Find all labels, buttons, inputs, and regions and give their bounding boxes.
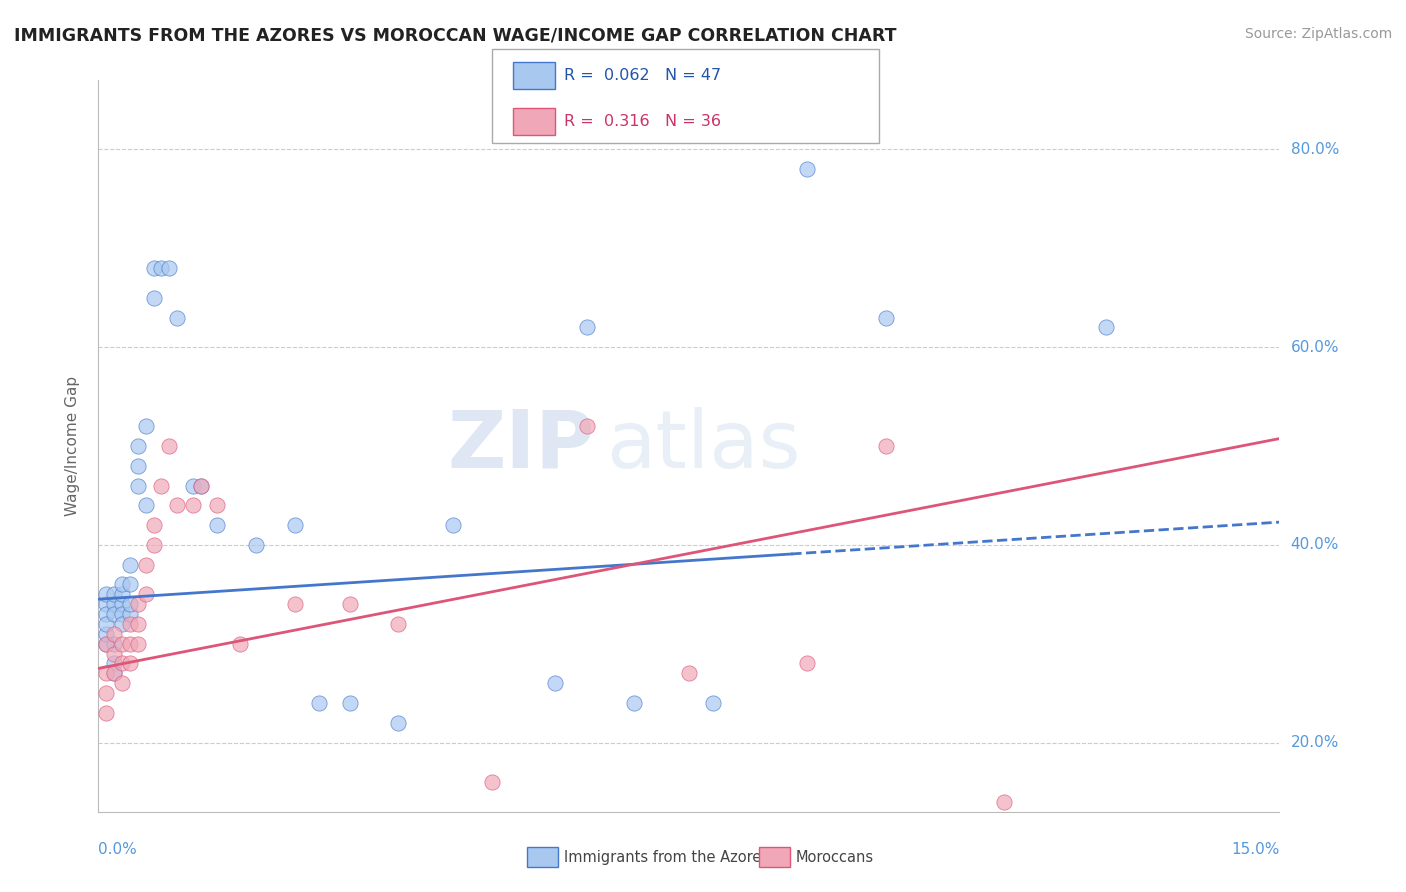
Text: atlas: atlas	[606, 407, 800, 485]
Point	[1095, 320, 1118, 334]
Point	[96, 706, 118, 720]
Point	[118, 616, 141, 631]
Point	[135, 558, 157, 572]
Point	[96, 666, 118, 681]
Point	[875, 439, 897, 453]
Point	[544, 676, 567, 690]
Point	[127, 458, 149, 473]
Point	[103, 627, 125, 641]
Point	[127, 439, 149, 453]
Point	[111, 587, 134, 601]
Point	[308, 696, 330, 710]
Point	[181, 478, 204, 492]
Text: 60.0%: 60.0%	[1291, 340, 1339, 355]
Text: 20.0%: 20.0%	[1291, 735, 1339, 750]
Point	[111, 577, 134, 591]
Point	[111, 607, 134, 621]
Point	[166, 310, 188, 325]
Point	[103, 587, 125, 601]
Point	[135, 419, 157, 434]
Point	[111, 616, 134, 631]
Text: ZIP: ZIP	[447, 407, 595, 485]
Point	[229, 637, 252, 651]
Point	[142, 538, 165, 552]
Point	[284, 518, 307, 533]
Point	[118, 657, 141, 671]
Text: 80.0%: 80.0%	[1291, 142, 1339, 157]
Point	[339, 597, 361, 611]
Text: R =  0.316   N = 36: R = 0.316 N = 36	[564, 114, 721, 129]
Point	[118, 637, 141, 651]
Text: IMMIGRANTS FROM THE AZORES VS MOROCCAN WAGE/INCOME GAP CORRELATION CHART: IMMIGRANTS FROM THE AZORES VS MOROCCAN W…	[14, 27, 897, 45]
Text: Immigrants from the Azores: Immigrants from the Azores	[564, 850, 769, 864]
Text: 40.0%: 40.0%	[1291, 537, 1339, 552]
Point	[96, 587, 118, 601]
Point	[205, 498, 228, 512]
Point	[127, 616, 149, 631]
Point	[111, 657, 134, 671]
Point	[993, 795, 1015, 809]
Point	[796, 657, 818, 671]
Point	[103, 607, 125, 621]
Point	[118, 597, 141, 611]
Point	[623, 696, 645, 710]
Point	[135, 587, 157, 601]
Text: 0.0%: 0.0%	[98, 842, 138, 857]
Point	[575, 320, 598, 334]
Point	[157, 439, 180, 453]
Point	[96, 637, 118, 651]
Point	[575, 419, 598, 434]
Point	[678, 666, 700, 681]
Point	[190, 478, 212, 492]
Text: Source: ZipAtlas.com: Source: ZipAtlas.com	[1244, 27, 1392, 41]
Text: 15.0%: 15.0%	[1232, 842, 1279, 857]
Point	[142, 291, 165, 305]
Point	[118, 577, 141, 591]
Point	[96, 637, 118, 651]
Point	[150, 261, 173, 276]
Point	[387, 715, 409, 730]
Point	[103, 637, 125, 651]
Point	[96, 597, 118, 611]
Point	[96, 627, 118, 641]
Point	[111, 637, 134, 651]
Point	[111, 597, 134, 611]
Point	[702, 696, 724, 710]
Point	[142, 518, 165, 533]
Point	[796, 162, 818, 177]
Point	[190, 478, 212, 492]
Point	[103, 666, 125, 681]
Point	[111, 676, 134, 690]
Point	[135, 498, 157, 512]
Point	[96, 616, 118, 631]
Point	[181, 498, 204, 512]
Point	[441, 518, 464, 533]
Point	[481, 775, 503, 789]
Point	[284, 597, 307, 611]
Point	[127, 637, 149, 651]
Point	[127, 597, 149, 611]
Point	[103, 657, 125, 671]
Point	[875, 310, 897, 325]
Point	[245, 538, 267, 552]
Point	[150, 478, 173, 492]
Point	[387, 616, 409, 631]
Point	[96, 686, 118, 700]
Point	[205, 518, 228, 533]
Point	[127, 478, 149, 492]
Text: Moroccans: Moroccans	[796, 850, 875, 864]
Point	[118, 607, 141, 621]
Text: R =  0.062   N = 47: R = 0.062 N = 47	[564, 68, 721, 83]
Point	[96, 607, 118, 621]
Point	[142, 261, 165, 276]
Point	[166, 498, 188, 512]
Point	[103, 666, 125, 681]
Y-axis label: Wage/Income Gap: Wage/Income Gap	[65, 376, 80, 516]
Point	[339, 696, 361, 710]
Point	[118, 558, 141, 572]
Point	[103, 647, 125, 661]
Point	[157, 261, 180, 276]
Point	[103, 597, 125, 611]
